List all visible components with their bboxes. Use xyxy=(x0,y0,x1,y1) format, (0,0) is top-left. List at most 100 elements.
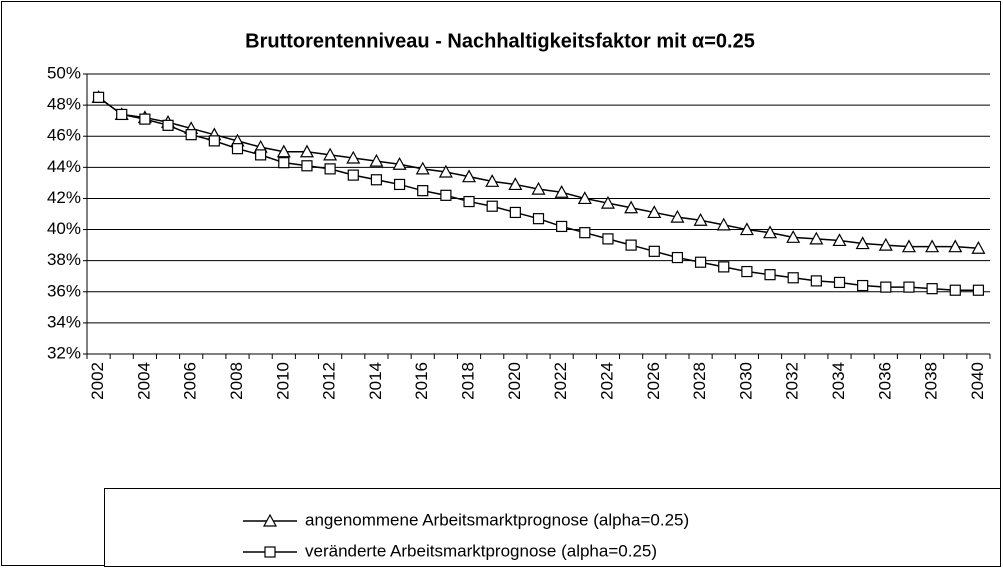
x-tick-label: 2030 xyxy=(736,362,755,400)
marker xyxy=(949,284,961,296)
marker xyxy=(324,163,336,175)
y-tick-label: 48% xyxy=(47,95,81,114)
marker xyxy=(787,272,799,284)
marker xyxy=(185,129,197,141)
marker xyxy=(809,231,824,245)
marker xyxy=(647,205,662,219)
marker xyxy=(602,233,614,245)
marker xyxy=(462,169,477,183)
y-tick-label: 42% xyxy=(47,188,81,207)
marker xyxy=(786,230,801,243)
legend-marker xyxy=(262,513,278,527)
marker xyxy=(810,275,822,287)
x-tick-label: 2026 xyxy=(644,362,663,400)
marker xyxy=(716,217,731,231)
marker xyxy=(92,91,105,103)
legend-label: veränderte Arbeitsmarktprognose (alpha=0… xyxy=(305,541,657,560)
x-tick-label: 2010 xyxy=(273,362,292,400)
marker xyxy=(255,149,267,161)
marker xyxy=(764,269,776,281)
marker xyxy=(624,200,639,214)
x-tick-label: 2020 xyxy=(505,362,524,400)
marker xyxy=(600,195,615,209)
marker xyxy=(162,119,174,131)
marker xyxy=(301,160,313,172)
marker xyxy=(925,239,940,253)
y-tick-label: 46% xyxy=(47,126,81,145)
marker xyxy=(648,245,660,257)
marker xyxy=(370,174,383,186)
marker xyxy=(741,265,753,278)
marker xyxy=(509,206,521,219)
x-tick-label: 2016 xyxy=(412,362,431,400)
x-tick-label: 2038 xyxy=(922,362,941,400)
marker xyxy=(832,233,847,247)
chart-title: Bruttorentenniveau - Nachhaltigkeitsfakt… xyxy=(245,30,755,52)
marker xyxy=(392,156,407,170)
marker xyxy=(926,283,938,295)
marker xyxy=(579,227,591,239)
marker xyxy=(531,181,546,195)
marker xyxy=(299,144,314,158)
marker xyxy=(508,177,523,191)
marker xyxy=(440,189,452,201)
marker xyxy=(880,281,892,293)
x-tick-label: 2004 xyxy=(134,362,153,400)
marker xyxy=(670,209,685,223)
marker xyxy=(278,157,290,169)
x-tick-label: 2034 xyxy=(829,362,848,400)
marker xyxy=(855,236,870,250)
marker xyxy=(833,276,846,289)
x-tick-label: 2022 xyxy=(551,362,570,400)
y-tick-label: 36% xyxy=(47,281,81,300)
marker xyxy=(763,225,778,239)
marker xyxy=(417,185,429,197)
y-tick-label: 38% xyxy=(47,250,81,269)
marker xyxy=(486,200,498,212)
x-tick-label: 2018 xyxy=(459,362,478,400)
marker xyxy=(139,113,151,125)
marker xyxy=(948,239,963,253)
marker xyxy=(438,164,453,178)
x-tick-label: 2012 xyxy=(320,362,339,400)
x-tick-label: 2036 xyxy=(875,362,894,400)
legend-marker xyxy=(264,546,276,558)
x-tick-label: 2040 xyxy=(968,362,987,400)
marker xyxy=(393,178,406,191)
x-tick-label: 2008 xyxy=(227,362,246,400)
marker xyxy=(276,144,291,158)
marker xyxy=(878,237,893,251)
y-tick-label: 34% xyxy=(47,312,81,331)
marker xyxy=(532,213,545,225)
marker xyxy=(577,191,592,205)
marker xyxy=(694,256,707,268)
marker xyxy=(693,212,708,226)
legend-label: angenommene Arbeitsmarktprognose (alpha=… xyxy=(305,510,689,529)
x-tick-label: 2006 xyxy=(181,362,200,400)
marker xyxy=(323,147,338,161)
marker xyxy=(857,279,869,292)
marker xyxy=(556,220,568,233)
marker xyxy=(369,153,384,167)
marker xyxy=(208,135,220,147)
marker xyxy=(346,150,361,164)
marker xyxy=(485,174,500,187)
marker xyxy=(718,261,730,273)
marker xyxy=(231,143,244,155)
x-tick-label: 2024 xyxy=(597,362,616,400)
marker xyxy=(116,108,128,121)
marker xyxy=(463,195,475,208)
x-tick-label: 2032 xyxy=(783,362,802,400)
y-tick-label: 50% xyxy=(47,63,81,82)
marker xyxy=(903,281,915,293)
y-tick-label: 32% xyxy=(47,343,81,362)
marker xyxy=(415,161,430,175)
marker xyxy=(971,240,986,254)
x-tick-label: 2002 xyxy=(88,362,107,400)
marker xyxy=(347,169,359,181)
y-tick-label: 40% xyxy=(47,219,81,238)
marker xyxy=(625,239,637,251)
marker xyxy=(554,184,569,198)
